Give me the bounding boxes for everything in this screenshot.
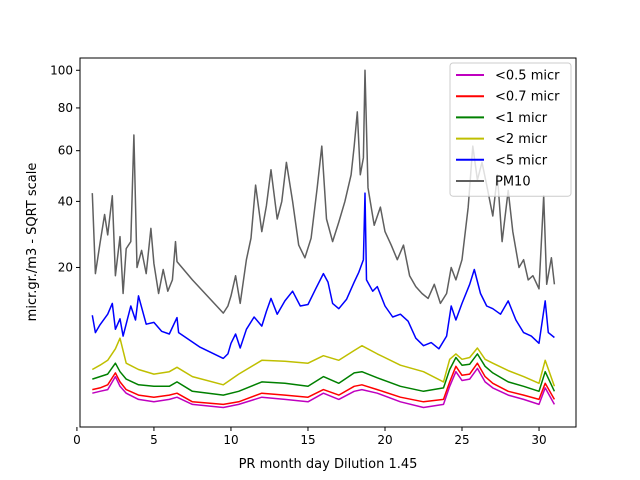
y-tick-label: 100 <box>50 63 73 77</box>
x-tick-label: 10 <box>223 433 238 447</box>
x-tick-label: 15 <box>300 433 315 447</box>
x-tick-label: 30 <box>531 433 546 447</box>
x-tick-label: 0 <box>73 433 81 447</box>
series-line-0 <box>92 367 556 409</box>
series-line-2 <box>92 353 556 396</box>
legend-label-2: <1 micr <box>495 111 548 126</box>
y-axis-label: micr.gr./m3 - SQRT scale <box>25 163 40 322</box>
plot-frame <box>79 57 577 428</box>
series-line-3 <box>91 337 556 387</box>
y-tick-label: 20 <box>58 260 73 274</box>
y-tick-label: 60 <box>58 144 73 158</box>
legend: <0.5 micr <0.7 micr <1 micr <2 micr <5 micr P… <box>449 62 572 197</box>
legend-label-4: <5 micr <box>495 153 548 168</box>
x-axis-label: PR month day Dilution 1.45 <box>239 457 418 472</box>
legend-label-5: PM10 <box>495 175 531 190</box>
x-axis: 0 5 10 15 20 25 30 <box>73 427 547 447</box>
legend-label-3: <2 micr <box>495 132 548 147</box>
y-tick-label: 40 <box>58 194 73 208</box>
series-line-1 <box>92 362 556 406</box>
legend-label-1: <0.7 micr <box>495 90 560 105</box>
y-tick-label: 80 <box>58 101 73 115</box>
series-line-4 <box>91 192 555 360</box>
x-tick-label: 20 <box>377 433 392 447</box>
x-tick-label: 25 <box>454 433 469 447</box>
y-axis: 20 40 60 80 100 <box>50 63 80 274</box>
legend-label-0: <0.5 micr <box>495 69 560 84</box>
x-tick-label: 5 <box>150 433 158 447</box>
